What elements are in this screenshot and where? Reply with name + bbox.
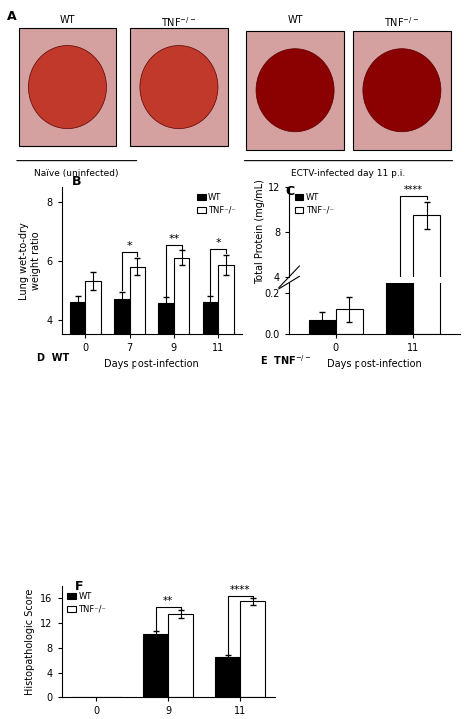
FancyBboxPatch shape [353,31,451,150]
Text: *: * [215,238,221,248]
Text: A: A [7,10,17,23]
Bar [240,602,265,697]
Legend: WT, TNF⁻/⁻: WT, TNF⁻/⁻ [196,191,237,216]
Y-axis label: Lung wet-to-dry
weight ratio: Lung wet-to-dry weight ratio [19,221,41,300]
Bar [413,215,440,321]
Text: D  WT: D WT [37,353,70,363]
Text: **: ** [163,597,173,606]
Text: ****: **** [230,585,250,595]
Text: TNF$^{-/-}$: TNF$^{-/-}$ [161,15,197,29]
Text: **: ** [168,234,180,244]
Bar [174,257,189,437]
FancyBboxPatch shape [18,28,116,147]
Bar [158,303,174,437]
Bar [386,319,413,321]
X-axis label: Days post-infection: Days post-infection [104,359,199,369]
Text: *: * [127,241,132,251]
Legend: WT, TNF⁻/⁻: WT, TNF⁻/⁻ [66,590,108,615]
Legend: WT, TNF⁻/⁻: WT, TNF⁻/⁻ [293,191,335,216]
Y-axis label: Histopathologic Score: Histopathologic Score [25,589,35,695]
FancyBboxPatch shape [130,28,228,147]
Bar [413,0,440,334]
Bar [168,614,193,697]
Bar [129,267,145,437]
Ellipse shape [28,45,107,129]
Text: ECTV-infected day 11 p.i.: ECTV-infected day 11 p.i. [292,168,406,178]
Ellipse shape [140,45,218,129]
Bar [143,634,168,697]
X-axis label: Days post-infection: Days post-infection [327,359,422,369]
Bar [336,309,363,334]
Bar [85,281,101,437]
Bar [386,276,413,334]
Bar [114,299,129,437]
Bar [218,265,234,437]
Text: WT: WT [287,15,303,25]
Ellipse shape [256,49,334,132]
Text: Naïve (uninfected): Naïve (uninfected) [35,168,119,178]
Text: ****: **** [404,185,423,195]
Text: TNF$^{-/-}$: TNF$^{-/-}$ [384,15,419,29]
Text: B: B [72,175,82,188]
Ellipse shape [363,49,441,132]
Bar [309,320,336,334]
Text: WT: WT [60,15,75,25]
Text: E  TNF$^{-/-}$: E TNF$^{-/-}$ [260,353,311,367]
Y-axis label: Total Protein (mg/mL): Total Protein (mg/mL) [255,180,265,284]
FancyBboxPatch shape [246,31,344,150]
Bar [70,302,85,437]
Bar [202,302,218,437]
Text: C: C [285,185,294,198]
Text: F: F [75,580,83,592]
Bar [215,657,240,697]
